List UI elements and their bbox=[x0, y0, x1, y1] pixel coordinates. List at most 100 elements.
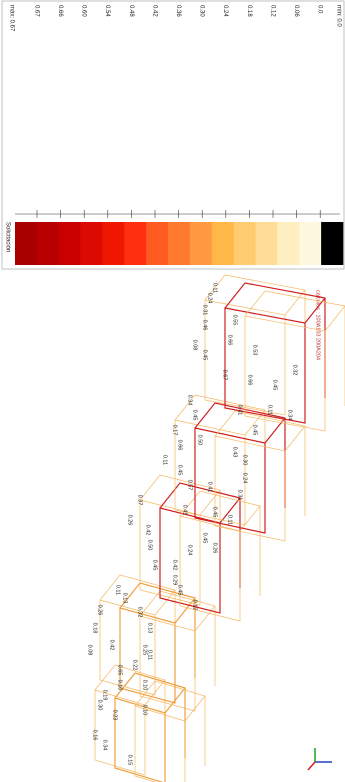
member-label: 0.34 bbox=[102, 740, 108, 751]
member bbox=[139, 590, 216, 712]
legend-label: 0.54 bbox=[104, 5, 110, 17]
legend-label: 0.12 bbox=[269, 5, 275, 17]
member-label: 0.11 bbox=[115, 585, 121, 595]
member-label: 0.45 bbox=[152, 560, 158, 571]
member-label: 0.26 bbox=[127, 515, 133, 526]
member bbox=[214, 410, 306, 542]
legend-label: 0.42 bbox=[151, 5, 157, 17]
member-label: 0.66 bbox=[177, 440, 183, 451]
legend-swatch bbox=[233, 222, 256, 265]
member-label: 0.10 bbox=[142, 680, 148, 691]
caption: cálculos : 100A103 200A204 bbox=[315, 290, 321, 360]
member-label: 0.55 bbox=[232, 315, 238, 326]
member bbox=[179, 490, 261, 622]
legend-swatch bbox=[124, 222, 147, 265]
member-label: 0.10 bbox=[142, 705, 148, 716]
member-label: 0.08 bbox=[192, 340, 198, 351]
legend-swatch bbox=[58, 222, 81, 265]
legend-max: máx: 0.67 bbox=[8, 5, 14, 32]
member-label: 0.11 bbox=[212, 283, 218, 293]
member-label: 0.37 bbox=[137, 495, 143, 506]
axis-icon bbox=[307, 748, 332, 771]
member-label: 0.50 bbox=[147, 540, 153, 551]
member-label: 0.24 bbox=[242, 473, 248, 484]
legend-swatch bbox=[321, 222, 344, 265]
legend-swatch bbox=[36, 222, 60, 265]
member bbox=[244, 290, 345, 432]
member-label: 0.18 bbox=[92, 623, 98, 634]
member bbox=[134, 680, 206, 782]
member-label: 0.42 bbox=[109, 640, 115, 651]
member-label: 0.16 bbox=[92, 730, 98, 741]
legend-swatch bbox=[211, 222, 234, 265]
member-label: 0.57 bbox=[187, 480, 193, 491]
legend-label: 0.67 bbox=[33, 5, 39, 17]
member-label: 0.45 bbox=[202, 350, 208, 361]
member-label: 0.13 bbox=[147, 623, 153, 634]
member-label: 0.43 bbox=[232, 447, 238, 458]
legend-swatch bbox=[168, 222, 191, 265]
member-label: 0.34 bbox=[287, 410, 293, 421]
legend-swatch bbox=[189, 222, 213, 265]
legend-label: 0.48 bbox=[128, 5, 134, 17]
member-label: 0.24 bbox=[187, 545, 193, 556]
legend-label: 0.60 bbox=[81, 5, 87, 17]
member-label: 0.13 bbox=[122, 593, 128, 604]
member-label: 0.08 bbox=[87, 645, 93, 656]
member-label: 0.66 bbox=[247, 375, 253, 386]
member-label: 0.41 bbox=[182, 505, 188, 516]
member-label: 0.67 bbox=[222, 370, 228, 381]
member-label: 0.42 bbox=[172, 560, 178, 571]
member-label: 0.50 bbox=[197, 435, 203, 446]
member-label: 0.10 bbox=[117, 680, 123, 691]
member-label: 0.24 bbox=[207, 293, 213, 304]
member-label: 0.23 bbox=[112, 710, 118, 721]
legend-label: 0.36 bbox=[175, 5, 181, 17]
member-label: 0.41 bbox=[207, 482, 213, 493]
member-label: 0.45 bbox=[212, 507, 218, 518]
member-label: 0.45 bbox=[177, 585, 183, 596]
legend-min: mín: 0.0 bbox=[335, 5, 341, 27]
legend-swatch bbox=[146, 222, 169, 265]
member-label: 0.19 bbox=[102, 690, 108, 701]
member-label: 0.45 bbox=[192, 410, 198, 421]
member-label: 0.26 bbox=[212, 543, 218, 554]
member-label: 0.11 bbox=[162, 455, 168, 465]
legend-swatch bbox=[299, 222, 322, 265]
member-label: 0.53 bbox=[252, 345, 258, 356]
member-label: 0.17 bbox=[172, 425, 178, 436]
legend-swatch bbox=[102, 222, 125, 265]
legend-swatch bbox=[80, 222, 103, 265]
member-label: 0.65 bbox=[117, 665, 123, 676]
member-label: 0.11 bbox=[267, 405, 273, 415]
legend-box bbox=[1, 0, 345, 270]
member-label: 0.12 bbox=[192, 600, 198, 611]
member-label: 0.11 bbox=[147, 650, 153, 660]
member-label: 0.45 bbox=[272, 380, 278, 391]
member-label: 0.45 bbox=[202, 533, 208, 544]
member-label: 0.45 bbox=[252, 425, 258, 436]
legend-label: 0.66 bbox=[57, 5, 63, 17]
member-label: 0.45 bbox=[177, 465, 183, 476]
member-label: 0.66 bbox=[227, 335, 233, 346]
legend-label: 0.24 bbox=[222, 5, 228, 17]
member-label: 0.32 bbox=[137, 607, 143, 618]
legend-label: 0.06 bbox=[293, 5, 299, 17]
legend-swatch bbox=[277, 222, 300, 265]
member-label: 0.30 bbox=[242, 455, 248, 466]
frame: 0.15 0.34 0.16 0.30 0.23 0.19 0.10 0.10 0.10 0.11… bbox=[87, 274, 345, 782]
member bbox=[99, 574, 176, 696]
member-label: 0.31 bbox=[202, 305, 208, 316]
member-label: 0.26 bbox=[97, 605, 103, 616]
legend-label: 0.0 bbox=[317, 5, 323, 14]
member-label: 0.31 bbox=[237, 490, 243, 501]
member-label: 0.42 bbox=[145, 525, 151, 536]
member bbox=[224, 282, 326, 424]
member-label: 0.15 bbox=[127, 755, 133, 766]
member-label: 0.32 bbox=[292, 365, 298, 376]
legend-label: 0.18 bbox=[246, 5, 252, 17]
legend-label: 0.30 bbox=[199, 5, 205, 17]
member-label: 0.46 bbox=[202, 320, 208, 331]
legend-swatch bbox=[255, 222, 278, 265]
